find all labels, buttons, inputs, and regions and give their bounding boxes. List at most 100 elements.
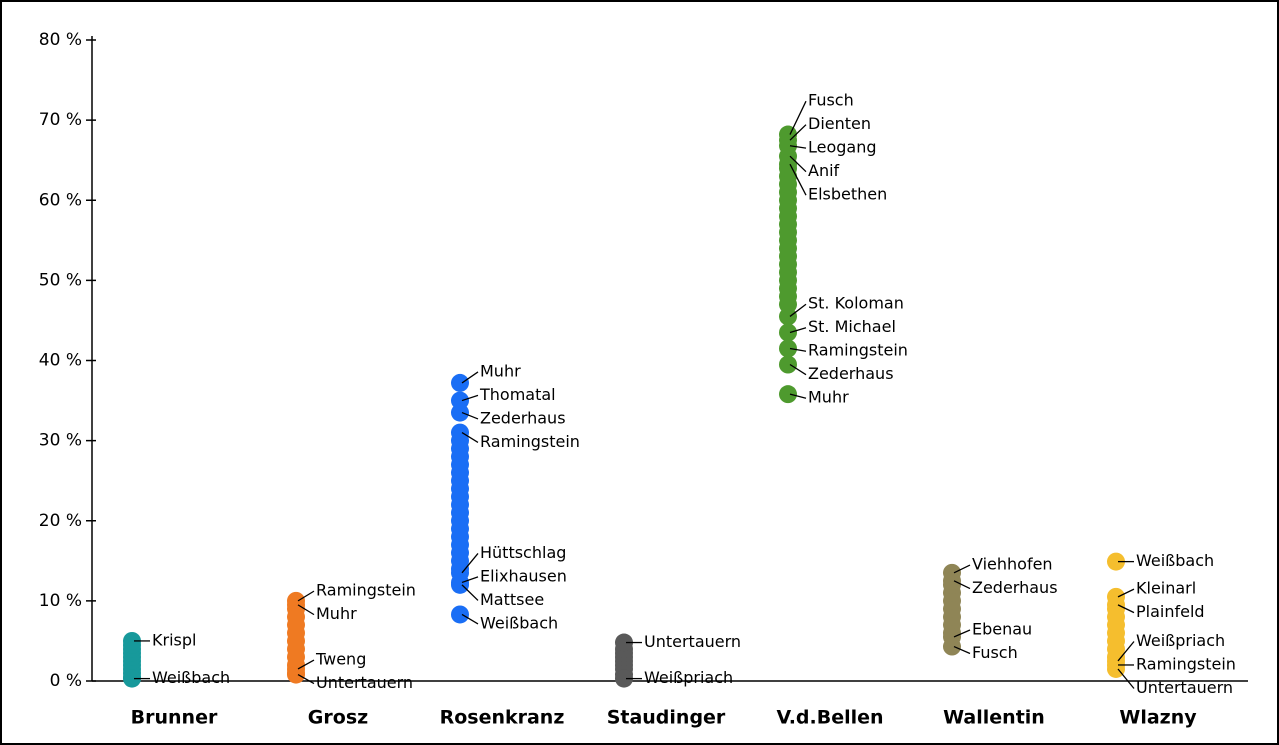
leader-line bbox=[789, 347, 807, 352]
leader-line bbox=[789, 303, 807, 317]
leader-line bbox=[953, 629, 971, 638]
point-label: Mattsee bbox=[480, 590, 544, 609]
x-tick-label: Rosenkranz bbox=[440, 707, 565, 729]
leader-line bbox=[461, 576, 479, 584]
leader-line bbox=[1117, 668, 1135, 689]
dot bbox=[943, 637, 961, 656]
leader-line bbox=[461, 394, 479, 402]
point-label: Thomatal bbox=[479, 385, 556, 404]
leader-line bbox=[1117, 641, 1135, 662]
dot bbox=[779, 355, 797, 374]
leader-line bbox=[953, 580, 971, 590]
point-label: Ebenau bbox=[972, 619, 1032, 638]
dot bbox=[1107, 595, 1125, 614]
dot bbox=[779, 339, 797, 358]
leader-line bbox=[1117, 604, 1135, 614]
point-label: Untertauern bbox=[316, 673, 413, 692]
y-tick-label: 80 % bbox=[39, 30, 82, 50]
point-label: Plainfeld bbox=[1136, 602, 1205, 621]
point-label: Dienten bbox=[808, 114, 871, 133]
point-label: St. Koloman bbox=[808, 294, 904, 313]
leader-line bbox=[789, 155, 807, 173]
point-label: Untertauern bbox=[644, 632, 741, 651]
dot bbox=[451, 423, 469, 442]
point-label: Zederhaus bbox=[808, 364, 894, 383]
point-label: Muhr bbox=[808, 388, 849, 407]
y-tick-label: 70 % bbox=[39, 110, 82, 130]
leader-line bbox=[461, 552, 479, 574]
dot bbox=[451, 575, 469, 594]
leader-line bbox=[789, 124, 807, 141]
dot bbox=[779, 385, 797, 404]
point-label: Krispl bbox=[152, 630, 196, 649]
y-tick-label: 50 % bbox=[39, 270, 82, 290]
dot bbox=[451, 605, 469, 624]
dot bbox=[615, 669, 633, 688]
x-tick-label: Staudinger bbox=[607, 707, 726, 729]
leader-line bbox=[297, 659, 315, 670]
point-label: Elsbethen bbox=[808, 185, 887, 204]
point-label: Fusch bbox=[972, 643, 1018, 662]
x-tick-label: Brunner bbox=[131, 707, 218, 729]
point-label: Weißbach bbox=[1136, 551, 1214, 570]
point-label: Viehhofen bbox=[972, 555, 1053, 574]
point-label: Zederhaus bbox=[972, 578, 1058, 597]
point-label: Kleinarl bbox=[1136, 579, 1196, 598]
leader-line bbox=[297, 604, 315, 616]
leader-line bbox=[297, 674, 315, 685]
point-label: Tweng bbox=[315, 650, 366, 669]
point-label: Muhr bbox=[480, 361, 521, 380]
leader-line bbox=[461, 613, 479, 625]
point-label: Anif bbox=[808, 161, 840, 180]
point-label: Leogang bbox=[808, 138, 877, 157]
y-tick-label: 10 % bbox=[39, 591, 82, 611]
x-tick-label: Wallentin bbox=[943, 707, 1045, 729]
point-label: Elixhausen bbox=[480, 566, 567, 585]
point-label: Fusch bbox=[808, 91, 854, 110]
leader-line bbox=[789, 327, 807, 334]
dot bbox=[779, 307, 797, 326]
leader-line bbox=[953, 564, 971, 574]
dot bbox=[1107, 552, 1125, 571]
point-label: Untertauern bbox=[1136, 678, 1233, 697]
point-label: Zederhaus bbox=[480, 408, 566, 427]
x-tick-label: Wlazny bbox=[1119, 707, 1197, 729]
point-label: Weißbach bbox=[152, 668, 230, 687]
leader-line bbox=[789, 163, 807, 196]
dot bbox=[615, 633, 633, 652]
x-tick-label: V.d.Bellen bbox=[776, 707, 883, 729]
point-label: Ramingstein bbox=[808, 341, 908, 360]
dot bbox=[123, 631, 141, 650]
y-tick-label: 20 % bbox=[39, 511, 82, 531]
dot bbox=[451, 373, 469, 392]
leader-line bbox=[953, 645, 971, 655]
leader-line bbox=[789, 145, 807, 149]
leader-line bbox=[297, 590, 315, 602]
point-label: Ramingstein bbox=[316, 581, 416, 600]
point-label: Weißpriach bbox=[1136, 631, 1225, 650]
leader-line bbox=[789, 100, 807, 135]
dot bbox=[943, 571, 961, 590]
point-label: Weißpriach bbox=[644, 668, 733, 687]
leader-line bbox=[1117, 588, 1135, 598]
leader-line bbox=[789, 363, 807, 376]
point-label: Muhr bbox=[316, 604, 357, 623]
dot bbox=[287, 665, 305, 684]
y-tick-label: 60 % bbox=[39, 190, 82, 210]
point-label: St. Michael bbox=[808, 317, 896, 336]
leader-line bbox=[789, 393, 807, 399]
dot bbox=[779, 155, 797, 174]
leader-line bbox=[461, 411, 479, 420]
dot bbox=[1107, 659, 1125, 678]
leader-line bbox=[461, 432, 479, 443]
dot bbox=[287, 595, 305, 614]
dot bbox=[779, 323, 797, 342]
point-label: Hüttschlag bbox=[480, 543, 566, 562]
leader-line bbox=[461, 584, 479, 601]
y-tick-label: 40 % bbox=[39, 351, 82, 371]
point-label: Weißbach bbox=[480, 613, 558, 632]
leader-line bbox=[461, 371, 479, 384]
y-tick-label: 0 % bbox=[50, 671, 82, 691]
